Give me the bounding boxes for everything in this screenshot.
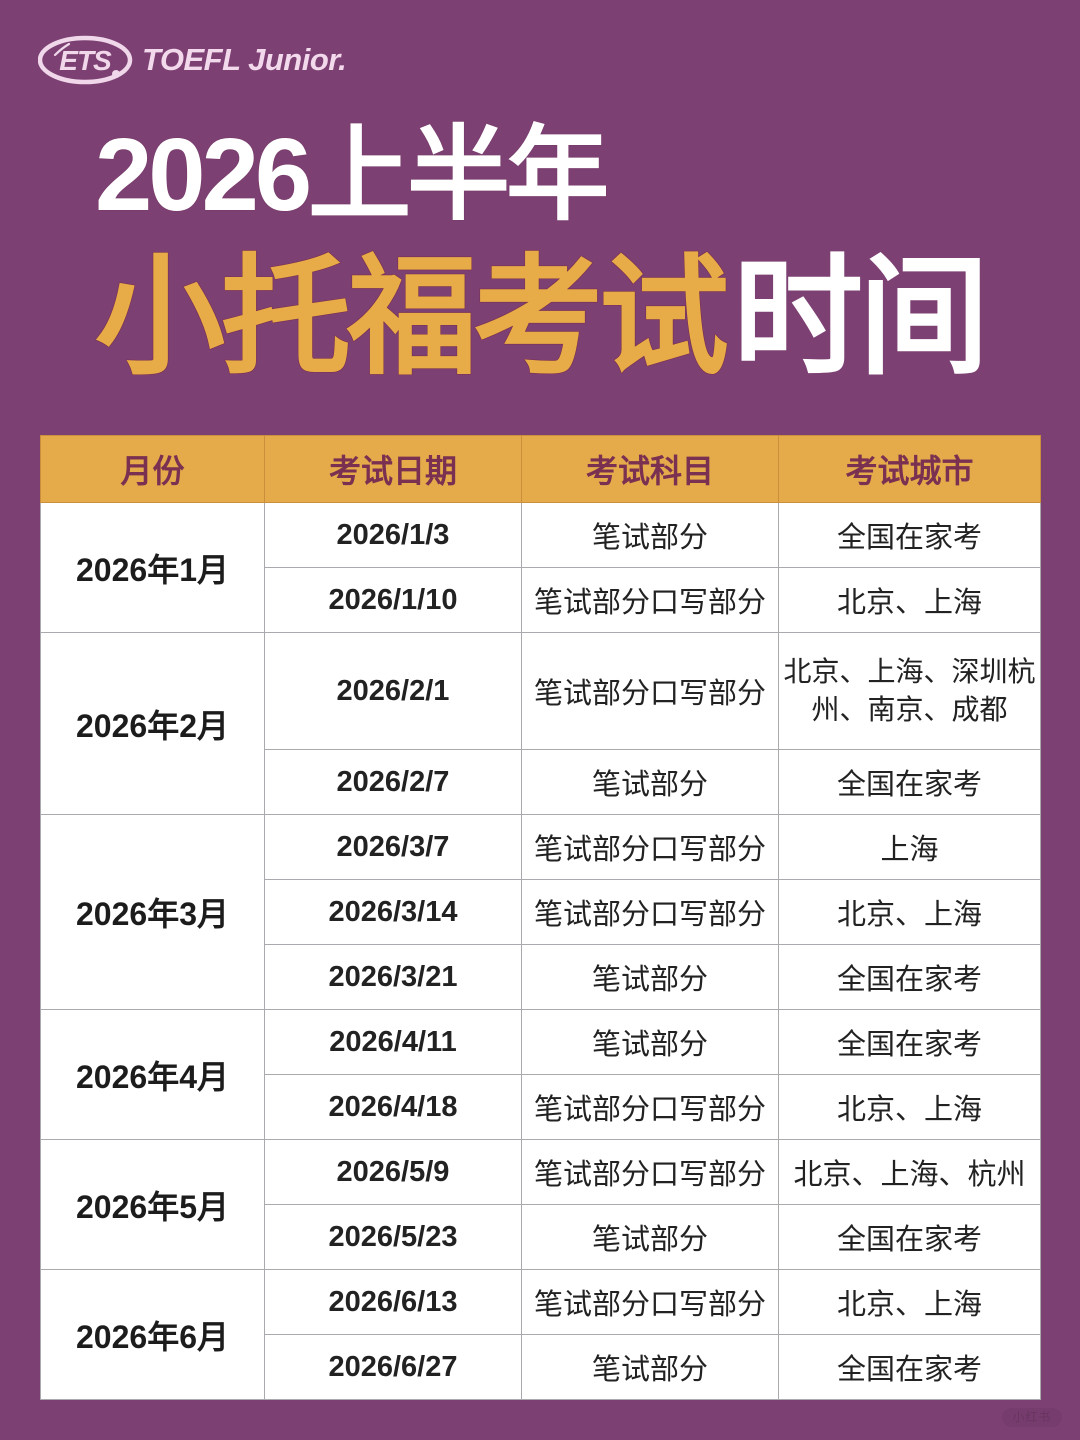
svg-text:ETS: ETS <box>59 45 112 76</box>
